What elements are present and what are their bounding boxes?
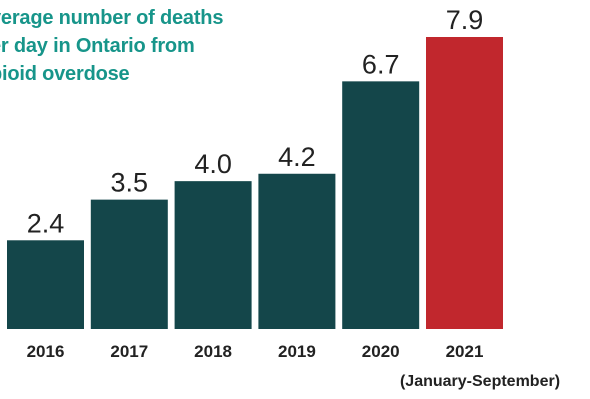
category-label-2018: 2018 [194,342,232,361]
category-label-2019: 2019 [278,342,316,361]
bar-2018 [174,181,252,329]
category-note: (January-September) [400,373,560,390]
category-label-2016: 2016 [27,342,65,361]
value-label-2019: 4.2 [278,142,316,172]
value-label-2020: 6.7 [362,49,400,79]
value-labels-layer: 2.4 3.5 4.0 4.2 6.7 7.9 [27,5,484,238]
value-label-2018: 4.0 [194,149,232,179]
value-label-2017: 3.5 [111,168,149,198]
chart-title-line-2: er day in Ontario from [0,35,195,57]
chart-title: verage number of deaths er day in Ontari… [0,4,280,88]
category-label-2020: 2020 [362,342,400,361]
chart-title-line-3: pioid overdose [0,63,130,85]
bar-2019 [258,173,336,329]
category-label-2021: 2021 [446,342,484,361]
value-label-2016: 2.4 [27,208,65,238]
bars-layer [7,37,503,329]
bar-2021 [426,37,503,329]
chart-title-line-1: verage number of deaths [0,7,224,29]
category-label-2017: 2017 [110,342,148,361]
bar-2016 [7,240,84,329]
bar-2020 [342,81,420,329]
value-label-2021: 7.9 [446,5,484,35]
category-labels-layer: 2016 2017 2018 2019 2020 2021 [27,342,484,361]
bar-2017 [90,199,168,329]
